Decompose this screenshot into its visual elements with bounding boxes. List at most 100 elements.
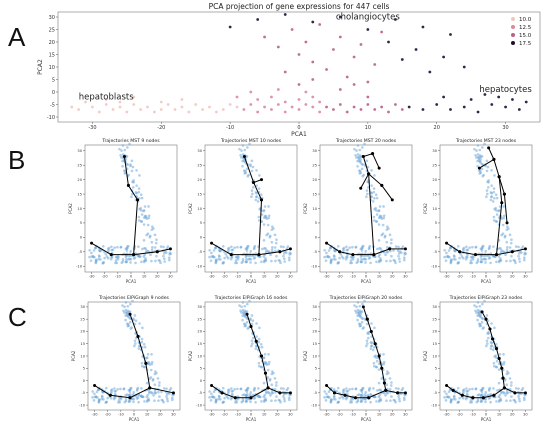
scatter-point: [137, 187, 141, 190]
tree-node: [263, 371, 267, 375]
scatter-point: [258, 364, 261, 368]
x-tick-label: 0: [133, 413, 136, 417]
x-tick-label: -20: [157, 125, 165, 131]
scatter-point: [147, 214, 151, 218]
scatter-point: [270, 108, 273, 111]
scatter-point: [244, 255, 248, 259]
scatter-point: [277, 258, 281, 262]
scatter-point: [255, 195, 258, 198]
tree-edge: [339, 251, 353, 256]
scatter-point: [241, 318, 244, 322]
tree-node: [523, 391, 527, 395]
annotation-label: hepatocytes: [479, 85, 532, 95]
scatter-point: [375, 196, 379, 200]
y-axis-label: PCA2: [188, 203, 193, 214]
scatter-point: [163, 260, 166, 263]
scatter-point: [221, 108, 225, 111]
scatter-point: [93, 395, 97, 399]
scatter-point: [376, 247, 379, 251]
y-tick-label: 10: [197, 354, 202, 358]
scatter-point: [120, 149, 123, 152]
y-tick-label: 25: [49, 27, 55, 33]
scatter-point: [288, 251, 292, 255]
tree-edge: [360, 173, 370, 189]
scatter-point: [470, 256, 474, 259]
y-tick-label: -10: [47, 115, 55, 121]
y-axis-label: PCA2: [423, 203, 428, 214]
y-tick-label: -5: [81, 391, 85, 395]
scatter-point: [365, 322, 369, 326]
scatter-point: [255, 335, 258, 338]
x-axis-label: PCA1: [481, 417, 492, 422]
x-axis-label: PCA1: [361, 417, 372, 422]
chart-title: Trajectories MST 20 nodes: [335, 138, 397, 144]
scatter-point: [252, 257, 256, 260]
scatter-point: [345, 75, 349, 79]
scatter-point: [159, 245, 163, 248]
scatter-point: [388, 377, 392, 380]
scatter-point: [104, 98, 108, 101]
scatter-point: [360, 258, 363, 261]
scatter-point: [273, 387, 277, 391]
x-tick-label: -20: [102, 275, 109, 279]
scatter-point: [243, 148, 247, 152]
scatter-point: [173, 108, 177, 111]
y-tick-label: -10: [431, 264, 438, 268]
scatter-point: [329, 399, 333, 402]
scatter-point: [361, 146, 364, 149]
scatter-point: [262, 255, 266, 258]
scatter-point: [259, 342, 263, 346]
x-tick-label: 20: [158, 413, 163, 417]
scatter-point: [480, 247, 484, 250]
y-tick-label: -10: [79, 403, 86, 407]
scatter-point: [402, 256, 406, 260]
scatter-point: [490, 103, 494, 106]
scatter-point: [116, 387, 119, 391]
scatter-point: [148, 235, 152, 239]
y-tick-label: 20: [312, 178, 317, 182]
scatter-point: [352, 83, 356, 86]
y-tick-label: -10: [311, 264, 318, 268]
tree-node: [480, 310, 484, 314]
tree-node: [351, 253, 355, 257]
scatter-point: [359, 400, 363, 403]
scatter-point: [166, 399, 169, 403]
scatter-point: [130, 169, 134, 173]
scatter-point: [297, 98, 301, 101]
scatter-point: [123, 400, 127, 404]
scatter-point: [127, 400, 131, 403]
cell-points: [323, 142, 408, 265]
scatter-point: [145, 395, 149, 399]
scatter-point: [236, 245, 239, 249]
scatter-point: [155, 371, 158, 375]
scatter-point: [214, 399, 218, 402]
scatter-point: [260, 260, 263, 264]
scatter-point: [131, 186, 135, 189]
tree-edge: [362, 306, 368, 320]
scatter-point: [210, 392, 213, 396]
x-tick-label: -20: [222, 275, 229, 279]
panel-letter-a: A: [8, 22, 26, 52]
scatter-point: [369, 400, 372, 404]
scatter-point: [497, 95, 501, 99]
scatter-point: [142, 239, 146, 242]
y-axis-label: PCA2: [303, 203, 308, 214]
tree-node: [242, 155, 246, 159]
scatter-point: [226, 392, 230, 395]
scatter-point: [361, 163, 365, 166]
y-tick-label: 25: [80, 317, 85, 321]
scatter-point: [375, 400, 378, 403]
scatter-point: [421, 108, 425, 111]
trajectory-tree: [93, 312, 175, 400]
tree-node: [481, 396, 485, 400]
y-tick-label: 15: [312, 342, 317, 346]
scatter-point: [327, 390, 331, 394]
scatter-point: [243, 314, 247, 318]
y-tick-label: 10: [432, 207, 437, 211]
scatter-point: [493, 326, 496, 330]
scatter-point: [251, 186, 255, 189]
scatter-point: [507, 371, 510, 375]
scatter-point: [454, 258, 457, 261]
scatter-point: [114, 259, 118, 262]
scatter-point: [157, 390, 160, 394]
